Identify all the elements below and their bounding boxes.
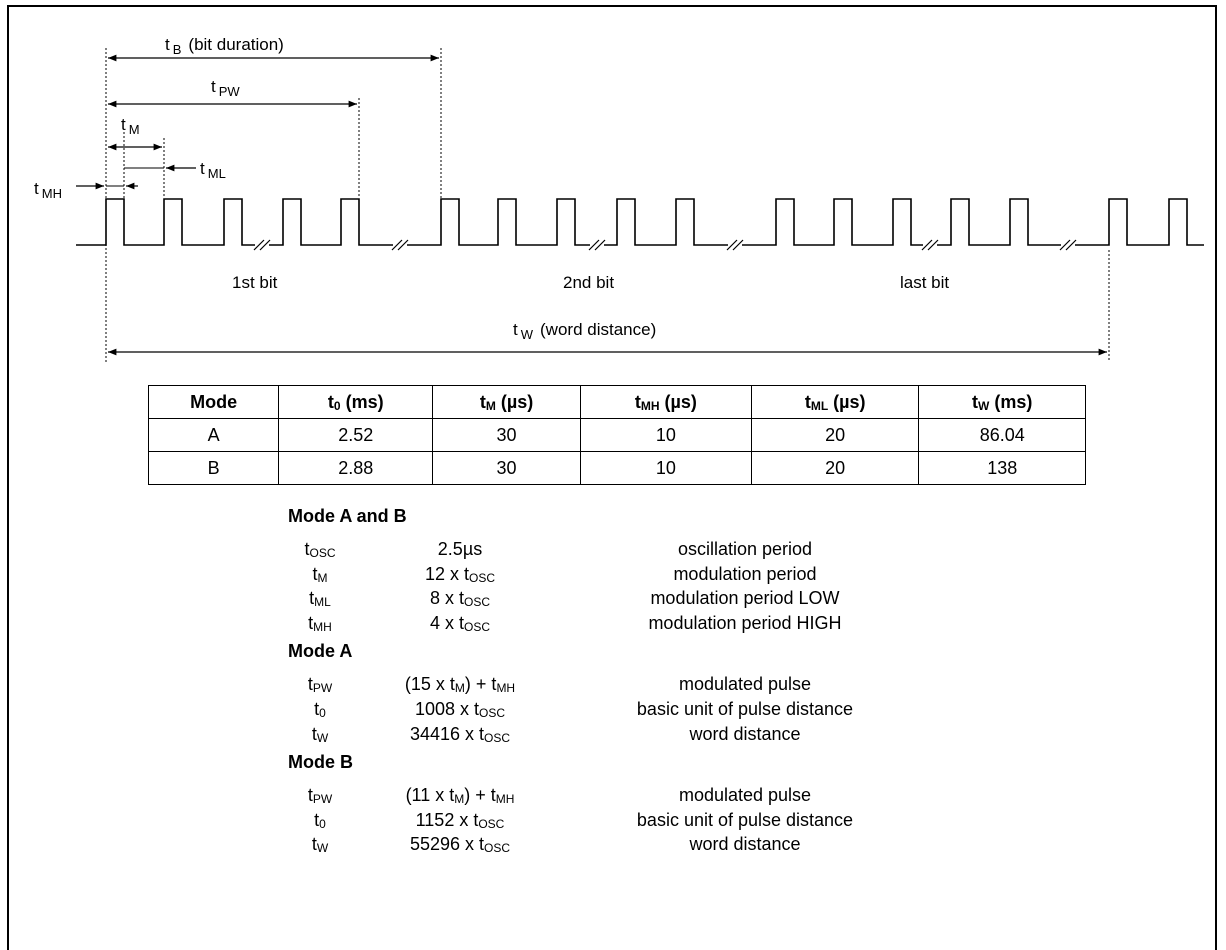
definition-value: 2.5µs [437, 539, 483, 559]
table-cell: 20 [750, 418, 920, 452]
break-mark [588, 239, 600, 251]
t-pw-label: t PW [211, 77, 240, 99]
definition-value: 1008 x tOSC [414, 699, 506, 720]
header-tw: tW (ms) [918, 385, 1086, 419]
break-gap [393, 239, 407, 251]
break-gap [728, 239, 742, 251]
definition-value: 8 x tOSC [429, 588, 491, 610]
definition-symbol: t0 [314, 809, 326, 831]
table-cell: 2.88 [278, 451, 434, 485]
definition-symbol: tPW [307, 785, 333, 807]
table-cell: 30 [432, 418, 581, 452]
pulse-waveform [76, 198, 1204, 246]
header-tm: tM (µs) [432, 385, 581, 419]
definition-description: word distance [689, 723, 801, 744]
t-b-label: t B (bit duration) [165, 35, 284, 57]
guide-lines [105, 48, 1110, 362]
break-gap [255, 239, 269, 251]
header-tmh: tMH (µs) [579, 385, 752, 419]
timing-table: Mode t0 (ms) tM (µs) tMH (µs) tML (µs) t… [147, 385, 1086, 485]
table-cell: 10 [579, 418, 752, 452]
definition-row: t0 1152 x tOSC basic unit of pulse distanc… [290, 810, 990, 834]
definition-row: tM 12 x tOSC modulation period [290, 564, 990, 588]
definition-symbol: tOSC [304, 539, 336, 560]
definition-symbol: tMH [308, 612, 332, 634]
table-header-row: Mode t0 (ms) tM (µs) tMH (µs) tML (µs) t… [147, 385, 1086, 419]
table-cell: 2.52 [278, 418, 434, 452]
definition-description: modulated pulse [678, 674, 812, 695]
table-row: A 2.52 30 10 20 86.04 [147, 418, 1086, 452]
definition-description: modulation period [673, 563, 817, 584]
definition-description: modulation period HIGH [648, 612, 842, 633]
table-cell: 138 [918, 451, 1086, 485]
table-cell: 20 [750, 451, 920, 485]
table-cell: A [147, 418, 280, 452]
t-w-label: t W (word distance) [513, 320, 656, 342]
break-mark [594, 239, 606, 251]
table-cell: 10 [579, 451, 752, 485]
section-title: Mode A and B [288, 506, 407, 526]
header-t0: t0 (ms) [278, 385, 434, 419]
break-gap [923, 239, 937, 251]
definition-description: basic unit of pulse distance [636, 699, 854, 719]
definition-description: oscillation period [677, 539, 813, 559]
definition-row: tW 55296 x tOSC word distance [290, 834, 990, 858]
definition-symbol: t0 [314, 699, 326, 720]
bit-2-label: 2nd bit [563, 273, 614, 292]
break-marks [253, 239, 1077, 251]
definition-row: tPW (15 x tM) + tMH modulated pulse [290, 674, 990, 698]
definition-value: 1152 x tOSC [415, 809, 505, 831]
table-cell: B [147, 451, 280, 485]
definition-symbol: tML [309, 588, 331, 610]
table-cell: 86.04 [918, 418, 1086, 452]
bit-last-label: last bit [900, 273, 949, 292]
definition-symbol: tW [311, 723, 329, 745]
definition-description: modulated pulse [678, 785, 812, 806]
break-mark [259, 239, 271, 251]
break-mark [927, 239, 939, 251]
figure-frame [7, 5, 1217, 950]
break-mark [726, 239, 738, 251]
header-mode: Mode [147, 385, 280, 419]
definition-value: (15 x tM) + tMH [404, 674, 516, 696]
definition-description: basic unit of pulse distance [636, 809, 854, 830]
t-ml-label: t ML [200, 159, 226, 181]
definition-value: 34416 x tOSC [409, 723, 511, 745]
definition-row: tOSC 2.5µs oscillation period [290, 539, 990, 563]
definition-value: 4 x tOSC [429, 612, 491, 634]
definition-value: (11 x tM) + tMH [405, 785, 515, 807]
break-mark [1059, 239, 1071, 251]
break-mark [732, 239, 744, 251]
break-mark [397, 239, 409, 251]
definition-description: modulation period LOW [650, 588, 840, 609]
break-mark [1065, 239, 1077, 251]
definition-row: tML 8 x tOSC modulation period LOW [290, 588, 990, 612]
definition-row: tMH 4 x tOSC modulation period HIGH [290, 613, 990, 637]
bit-1-label: 1st bit [232, 273, 278, 292]
definition-symbol: tPW [307, 674, 333, 696]
break-gap [590, 239, 604, 251]
definition-symbol: tW [311, 834, 329, 856]
definition-row: t0 1008 x tOSC basic unit of pulse distanc… [290, 699, 990, 723]
definition-value: 55296 x tOSC [409, 834, 511, 856]
definition-row: tPW (11 x tM) + tMH modulated pulse [290, 785, 990, 809]
table-cell: 30 [432, 451, 581, 485]
definition-row: tW 34416 x tOSC word distance [290, 724, 990, 748]
table-row: B 2.88 30 10 20 138 [147, 451, 1086, 485]
definition-symbol: tM [312, 563, 328, 585]
break-mark [921, 239, 933, 251]
definition-value: 12 x tOSC [424, 563, 496, 585]
break-gap [1061, 239, 1075, 251]
break-mark [253, 239, 265, 251]
definition-description: word distance [689, 834, 801, 855]
section-title: Mode A [288, 641, 353, 662]
header-tml: tML (µs) [750, 385, 920, 419]
t-mh-label: t MH [34, 179, 62, 201]
section-title: Mode B [288, 752, 353, 773]
break-mark [391, 239, 403, 251]
